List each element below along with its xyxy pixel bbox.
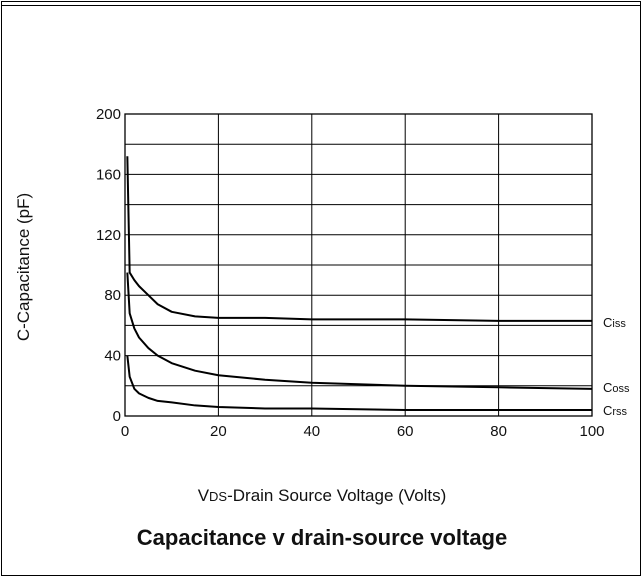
y-tick-label-120: 120 xyxy=(96,227,121,244)
y-tick-label-80: 80 xyxy=(104,287,121,304)
series-line-coss xyxy=(126,272,593,390)
series-labels: Ciss Coss Crss xyxy=(603,315,630,418)
series-label-crss: Crss xyxy=(603,403,628,418)
x-tick-label-60: 60 xyxy=(397,423,414,440)
y-tick-label-0: 0 xyxy=(113,408,121,425)
chart-title: Capacitance v drain-source voltage xyxy=(136,525,508,550)
x-tick-label-80: 80 xyxy=(490,423,507,440)
series-lines xyxy=(126,156,593,411)
x-axis-title-text: -Drain Source Voltage (Volts) xyxy=(227,486,447,505)
y-axis-title: C-Capacitance (pF) xyxy=(14,193,33,341)
plot-area-border xyxy=(124,113,593,417)
y-tick-label-40: 40 xyxy=(104,348,121,365)
x-axis-title-subscript: DS xyxy=(209,489,228,504)
series-label-coss: Coss xyxy=(603,380,630,395)
x-axis-title: VDS-Drain Source Voltage (Volts) xyxy=(0,486,644,506)
y-tick-label-200: 200 xyxy=(96,106,121,123)
x-axis-title-prefix: V xyxy=(197,486,210,505)
x-tick-label-100: 100 xyxy=(579,423,604,440)
x-tick-label-20: 20 xyxy=(210,423,227,440)
series-line-crss xyxy=(126,355,592,411)
y-tick-label-160: 160 xyxy=(96,166,121,183)
series-line-ciss xyxy=(126,156,592,322)
series-label-ciss: Ciss xyxy=(603,315,626,330)
frame-top-rule xyxy=(1,5,641,6)
tick-labels: 0 20 40 60 80 100 0 40 80 120 160 200 xyxy=(96,106,605,440)
grid xyxy=(124,113,593,417)
x-tick-label-40: 40 xyxy=(303,423,320,440)
x-tick-label-0: 0 xyxy=(121,423,129,440)
